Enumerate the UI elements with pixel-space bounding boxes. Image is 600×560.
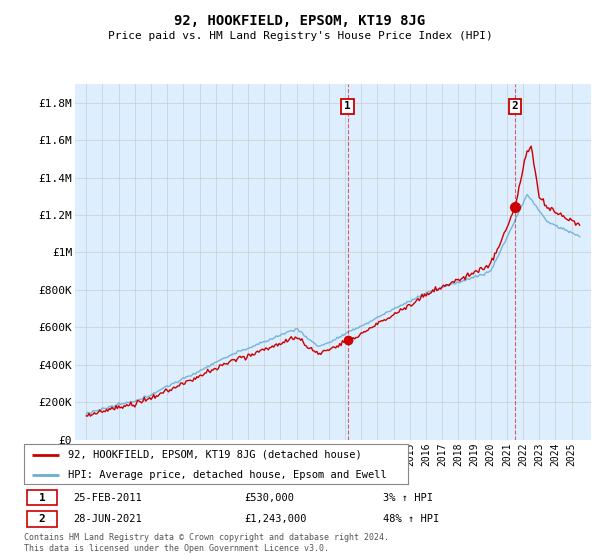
Text: 92, HOOKFIELD, EPSOM, KT19 8JG (detached house): 92, HOOKFIELD, EPSOM, KT19 8JG (detached… [68, 450, 362, 460]
Text: 92, HOOKFIELD, EPSOM, KT19 8JG: 92, HOOKFIELD, EPSOM, KT19 8JG [175, 14, 425, 28]
Text: 28-JUN-2021: 28-JUN-2021 [74, 514, 142, 524]
FancyBboxPatch shape [27, 490, 57, 505]
FancyBboxPatch shape [27, 511, 57, 526]
Text: £1,243,000: £1,243,000 [245, 514, 307, 524]
Text: Price paid vs. HM Land Registry's House Price Index (HPI): Price paid vs. HM Land Registry's House … [107, 31, 493, 41]
Bar [347, 84, 591, 440]
Text: 48% ↑ HPI: 48% ↑ HPI [383, 514, 439, 524]
Text: 2: 2 [39, 514, 46, 524]
Text: 3% ↑ HPI: 3% ↑ HPI [383, 493, 433, 502]
Text: 2: 2 [512, 101, 518, 111]
Text: £530,000: £530,000 [245, 493, 295, 502]
Text: 1: 1 [39, 493, 46, 502]
Text: 25-FEB-2011: 25-FEB-2011 [74, 493, 142, 502]
Text: 1: 1 [344, 101, 351, 111]
Text: HPI: Average price, detached house, Epsom and Ewell: HPI: Average price, detached house, Epso… [68, 470, 387, 480]
Text: Contains HM Land Registry data © Crown copyright and database right 2024.
This d: Contains HM Land Registry data © Crown c… [24, 533, 389, 553]
